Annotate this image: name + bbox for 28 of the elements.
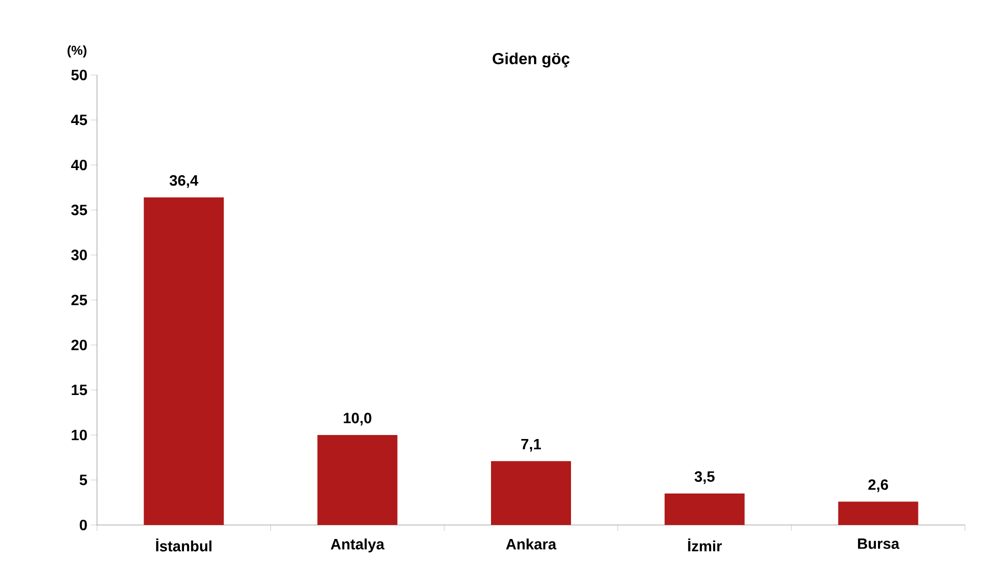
data-label: 2,6 bbox=[868, 479, 888, 492]
y-tick-label: 5 bbox=[80, 474, 88, 486]
y-axis-title: (%) bbox=[68, 45, 86, 58]
data-label: 10,0 bbox=[344, 412, 372, 426]
bar bbox=[144, 197, 224, 525]
y-tick-label: 0 bbox=[80, 520, 87, 530]
y-tick-label: 50 bbox=[71, 70, 87, 80]
x-tick-label: İzmir bbox=[688, 538, 722, 552]
data-label: 36,4 bbox=[170, 175, 198, 188]
bar bbox=[491, 461, 572, 525]
x-tick-label: Ankara bbox=[506, 538, 556, 550]
y-tick-label: 15 bbox=[72, 384, 88, 396]
y-tick-label: 45 bbox=[71, 114, 88, 126]
y-tick-label: 30 bbox=[71, 250, 87, 260]
data-label: 7,1 bbox=[521, 438, 541, 452]
y-tick-label: 25 bbox=[71, 294, 88, 306]
bar bbox=[317, 434, 398, 525]
bar bbox=[838, 502, 918, 525]
x-tick-label: Bursa bbox=[858, 538, 900, 549]
chart-title: Giden göç bbox=[492, 52, 570, 68]
data-label: 3,5 bbox=[694, 471, 715, 484]
x-tick-label: Antalya bbox=[330, 538, 384, 552]
y-tick-label: 10 bbox=[72, 430, 87, 440]
x-tick-label: İstanbul bbox=[156, 538, 212, 552]
y-tick-label: 40 bbox=[71, 160, 87, 170]
y-tick-label: 20 bbox=[71, 340, 87, 350]
y-tick-label: 35 bbox=[71, 204, 88, 216]
bar bbox=[664, 493, 745, 525]
